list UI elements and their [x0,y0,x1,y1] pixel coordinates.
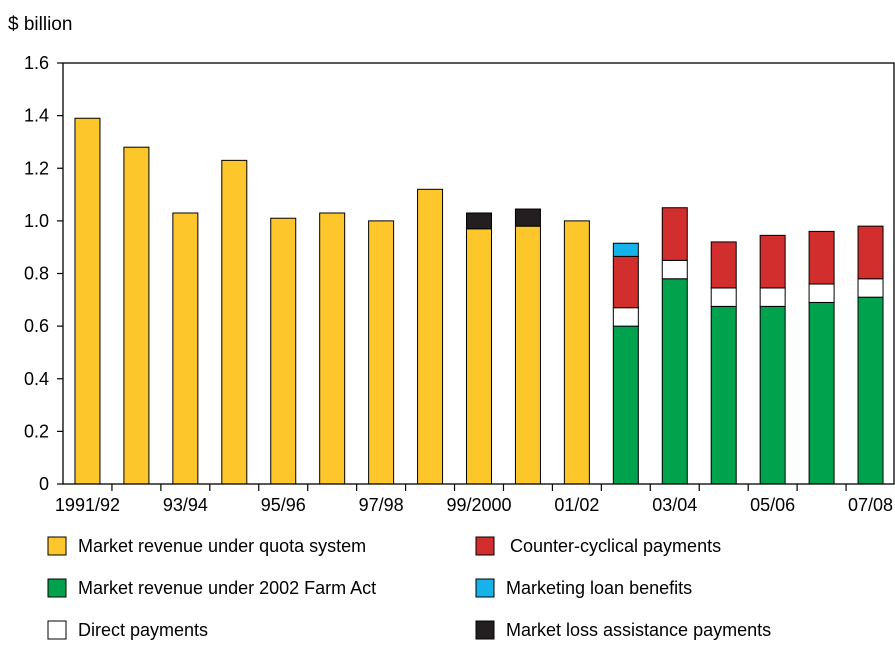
bar-segment-quota [123,146,150,485]
legend-swatch [475,536,495,556]
x-tick-label: 05/06 [750,495,795,515]
bar-segment-direct [661,259,688,280]
bar-segment-direct [759,287,786,307]
bar-segment-direct [612,307,639,327]
bar-segment-countercyclical [661,207,688,261]
x-tick-label: 01/02 [554,495,599,515]
bar-segment-quota [74,117,101,485]
bar-segment-farm_act [710,305,737,485]
bar-segment-loss [466,212,492,230]
y-tick-label: 0.2 [24,421,49,441]
bar-segment-countercyclical [710,241,737,289]
legend-label: Market revenue under 2002 Farm Act [78,578,376,598]
legend-item-direct: Direct payments [47,620,208,640]
bar-segment-farm_act [808,301,835,485]
bar-segment-loan [612,242,639,257]
y-tick-label: 0 [39,474,49,494]
bar-segment-countercyclical [857,225,884,280]
bar-segment-quota [563,220,590,485]
y-tick-label: 0.6 [24,316,49,336]
x-tick-label: 1991/92 [55,495,120,515]
y-tick-label: 1.2 [24,158,49,178]
legend: Market revenue under quota system Counter… [47,536,771,640]
legend-item-farm_act: Market revenue under 2002 Farm Act [47,578,376,598]
legend-item-loan: Marketing loan benefits [475,578,692,598]
y-tick-label: 1.6 [24,53,49,73]
legend-item-loss: Market loss assistance payments [475,620,771,640]
legend-item-countercyclical: Counter-cyclical payments [475,536,721,556]
legend-label: Market revenue under quota system [78,536,366,556]
y-axis-title: $ billion [8,14,72,35]
bar-segment-quota [221,159,248,485]
legend-label: Direct payments [78,620,208,640]
legend-item-quota: Market revenue under quota system [47,536,366,556]
y-tick-label: 0.8 [24,264,49,284]
bar-segment-quota [319,212,346,485]
bar-segment-quota [368,220,395,485]
bar-segment-quota [514,225,541,485]
bar-segment-direct [857,278,884,298]
legend-label: Marketing loan benefits [506,578,692,598]
bar-segment-farm_act [759,305,786,485]
plot-area: 0 0.2 0.4 0.6 0.8 1.0 1.2 1.4 1.6 1991/92 93/94 95/… [24,53,895,515]
bar-segment-countercyclical [759,234,786,289]
bar-segment-direct [710,287,737,307]
legend-swatch [47,578,67,598]
legend-label: Counter-cyclical payments [510,536,721,556]
legend-swatch [475,578,495,598]
x-tick-label: 03/04 [652,495,697,515]
bar-segment-quota [417,188,444,485]
plot-frame [62,62,895,485]
legend-swatch [47,620,67,640]
legend-swatch [475,620,495,640]
y-tick-label: 0.4 [24,369,49,389]
x-tick-label: 93/94 [163,495,208,515]
legend-label: Market loss assistance payments [506,620,771,640]
bar-segment-farm_act [612,325,639,485]
bar-segment-farm_act [661,278,688,485]
bar-segment-farm_act [857,296,884,485]
bar-segment-countercyclical [808,230,835,285]
x-tick-label: 99/2000 [446,495,511,515]
bar-segment-direct [808,283,835,303]
x-tick-label: 07/08 [848,495,893,515]
bar-segment-quota [466,228,492,485]
bar-segment-countercyclical [612,255,639,309]
x-tick-label: 97/98 [359,495,404,515]
bar-segment-quota [270,217,297,485]
bar-segment-quota [172,212,199,485]
x-tick-label: 95/96 [261,495,306,515]
bar-segment-loss [514,208,541,227]
y-tick-label: 1.0 [24,211,49,231]
y-tick-label: 1.4 [24,106,49,126]
legend-swatch [47,536,67,556]
